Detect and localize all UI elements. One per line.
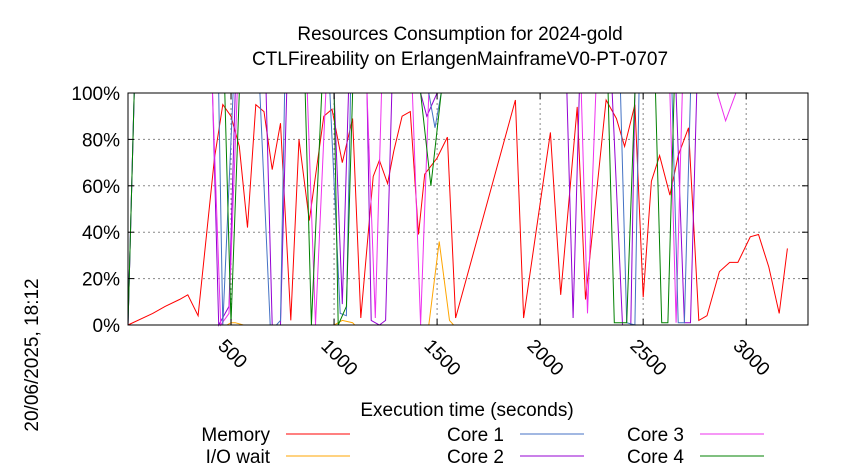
y-tick-label: 20%	[82, 270, 120, 291]
y-tick-label: 60%	[82, 177, 120, 198]
chart-title: Resources Consumption for 2024-gold	[297, 24, 622, 45]
y-tick-label: 80%	[82, 130, 120, 151]
y-tick-label: 40%	[82, 223, 120, 244]
series-line-i-o-wait	[128, 241, 644, 326]
plot-frame	[127, 92, 809, 326]
x-tick-label: 500	[213, 336, 250, 373]
series-line-memory	[127, 98, 788, 326]
x-tick-label: 2500	[626, 336, 671, 381]
x-tick-label: 1000	[317, 336, 362, 381]
x-tick-label: 3000	[729, 336, 774, 381]
x-tick-label: 1500	[420, 336, 465, 381]
series-layer	[127, 92, 788, 327]
legend-label-core-2: Core 2	[447, 447, 504, 468]
legend-label-i-o-wait: I/O wait	[206, 447, 271, 468]
legend-label-core-3: Core 3	[627, 425, 684, 446]
y-tick-label: 100%	[71, 84, 120, 105]
legend-label-core-4: Core 4	[627, 447, 684, 468]
y-tick-label: 0%	[93, 316, 121, 337]
y-axis: 0% 20% 40% 60% 80% 100%	[71, 84, 808, 337]
chart-subtitle: CTLFireability on ErlangenMainframeV0-PT…	[252, 49, 668, 70]
legend-label-memory: Memory	[201, 425, 270, 446]
x-tick-label: 2000	[523, 336, 568, 381]
x-axis-label: Execution time (seconds)	[360, 400, 573, 421]
legend-label-core-1: Core 1	[447, 425, 504, 446]
side-timestamp-label: 20/06/2025, 18:12	[22, 278, 43, 431]
